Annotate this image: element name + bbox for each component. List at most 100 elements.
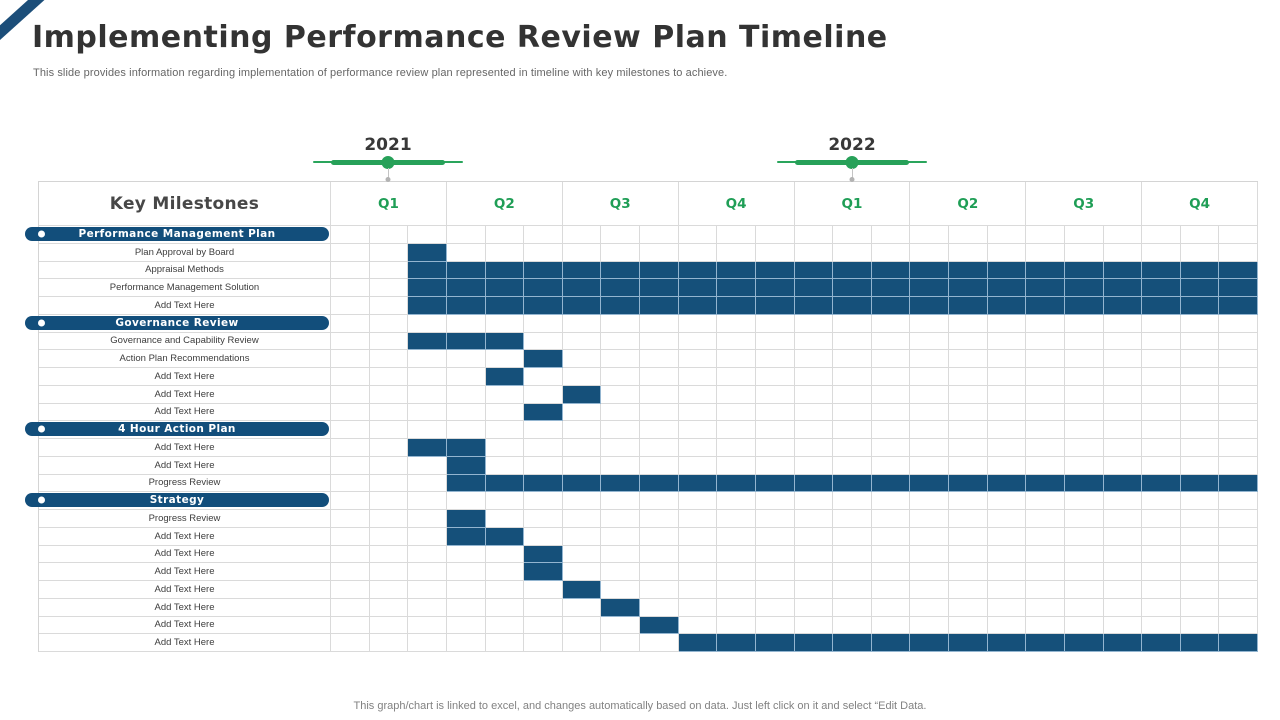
gantt-cell xyxy=(331,403,370,422)
gantt-cell xyxy=(1064,545,1104,564)
gantt-cell xyxy=(1103,226,1143,244)
gantt-cell xyxy=(949,456,988,475)
gantt-cell xyxy=(910,385,949,404)
gantt-cell xyxy=(871,545,911,564)
bullet-icon xyxy=(38,319,45,327)
gantt-cell xyxy=(562,527,602,546)
gantt-bar-cell xyxy=(640,474,679,493)
gantt-cell xyxy=(910,510,949,528)
gantt-cell xyxy=(369,439,409,457)
gantt-cell xyxy=(717,421,756,439)
gantt-bar-cell xyxy=(524,279,563,297)
gantt-cell xyxy=(562,510,602,528)
gantt-cell xyxy=(678,510,718,528)
gantt-bar-cell xyxy=(717,297,756,315)
gantt-cell xyxy=(562,314,602,333)
gantt-bar-cell xyxy=(446,510,486,528)
gantt-cell xyxy=(369,527,409,546)
gantt-cell xyxy=(408,403,447,422)
gantt-cell xyxy=(833,456,872,475)
gantt-bar-cell xyxy=(1180,474,1220,493)
gantt-cell xyxy=(833,527,872,546)
gantt-bar-cell xyxy=(485,297,525,315)
gantt-cell xyxy=(755,492,795,510)
gantt-cell xyxy=(485,581,525,599)
gantt-cell xyxy=(717,456,756,475)
gantt-cell xyxy=(369,421,409,439)
gantt-cell xyxy=(1219,226,1258,244)
gantt-cell xyxy=(717,563,756,581)
gantt-cell xyxy=(369,350,409,368)
quarter-header-2021-q2: Q2 xyxy=(446,182,563,226)
gantt-bar-cell xyxy=(601,598,640,617)
gantt-cell xyxy=(1142,332,1181,351)
section-row-label: Governance Review xyxy=(25,314,331,333)
year-marker-2022: 2022 xyxy=(777,135,927,182)
gantt-cell xyxy=(1103,456,1143,475)
gantt-bar-cell xyxy=(562,261,602,280)
gantt-cell xyxy=(446,314,486,333)
gantt-cell xyxy=(485,563,525,581)
gantt-cell xyxy=(369,616,409,635)
year-line xyxy=(313,156,463,169)
gantt-cell xyxy=(1026,439,1065,457)
gantt-cell xyxy=(1180,456,1220,475)
year-drop-dot-icon xyxy=(385,177,391,182)
gantt-cell xyxy=(794,598,834,617)
gantt-cell xyxy=(524,314,563,333)
gantt-bar-cell xyxy=(524,563,563,581)
gantt-bar-cell xyxy=(717,474,756,493)
task-row-label: Governance and Capability Review xyxy=(39,332,331,351)
gantt-bar-cell xyxy=(446,332,486,351)
gantt-cell xyxy=(1103,385,1143,404)
gantt-cell xyxy=(987,581,1027,599)
gantt-cell xyxy=(562,598,602,617)
gantt-cell xyxy=(331,527,370,546)
gantt-cell xyxy=(1026,492,1065,510)
year-drop-line xyxy=(388,168,389,178)
gantt-cell xyxy=(717,598,756,617)
task-row-label: Add Text Here xyxy=(39,439,331,457)
gantt-bar-cell xyxy=(1064,474,1104,493)
gantt-cell xyxy=(331,279,370,297)
gantt-cell xyxy=(601,492,640,510)
gantt-cell xyxy=(485,385,525,404)
gantt-cell xyxy=(601,456,640,475)
gantt-cell xyxy=(331,456,370,475)
gantt-cell xyxy=(331,385,370,404)
gantt-cell xyxy=(446,368,486,386)
gantt-bar-cell xyxy=(910,279,949,297)
gantt-cell xyxy=(1219,314,1258,333)
gantt-cell xyxy=(1219,368,1258,386)
gantt-bar-cell xyxy=(485,368,525,386)
gantt-cell xyxy=(446,634,486,652)
gantt-cell xyxy=(755,385,795,404)
gantt-cell xyxy=(640,439,679,457)
gantt-cell xyxy=(755,545,795,564)
task-row-label: Appraisal Methods xyxy=(39,261,331,280)
gantt-cell xyxy=(949,421,988,439)
gantt-bar-cell xyxy=(794,279,834,297)
gantt-cell xyxy=(1064,563,1104,581)
gantt-cell xyxy=(1064,368,1104,386)
gantt-cell xyxy=(755,581,795,599)
gantt-cell xyxy=(755,403,795,422)
gantt-cell xyxy=(987,510,1027,528)
gantt-bar-cell xyxy=(446,279,486,297)
gantt-bar-cell xyxy=(794,297,834,315)
gantt-cell xyxy=(601,634,640,652)
gantt-bar-cell xyxy=(524,261,563,280)
gantt-cell xyxy=(1064,350,1104,368)
gantt-cell xyxy=(369,474,409,493)
gantt-chart[interactable]: 2021 2022 Key Milestones Q1 Q2 Q3 Q4 Q1 Q2 Q3 Q4 P… xyxy=(25,135,1258,652)
gantt-cell xyxy=(446,421,486,439)
gantt-cell xyxy=(601,243,640,262)
gantt-cell xyxy=(369,243,409,262)
gantt-cell xyxy=(1103,243,1143,262)
gantt-bar-cell xyxy=(755,279,795,297)
gantt-cell xyxy=(408,563,447,581)
gantt-cell xyxy=(1142,439,1181,457)
gantt-cell xyxy=(794,456,834,475)
gantt-cell xyxy=(408,368,447,386)
